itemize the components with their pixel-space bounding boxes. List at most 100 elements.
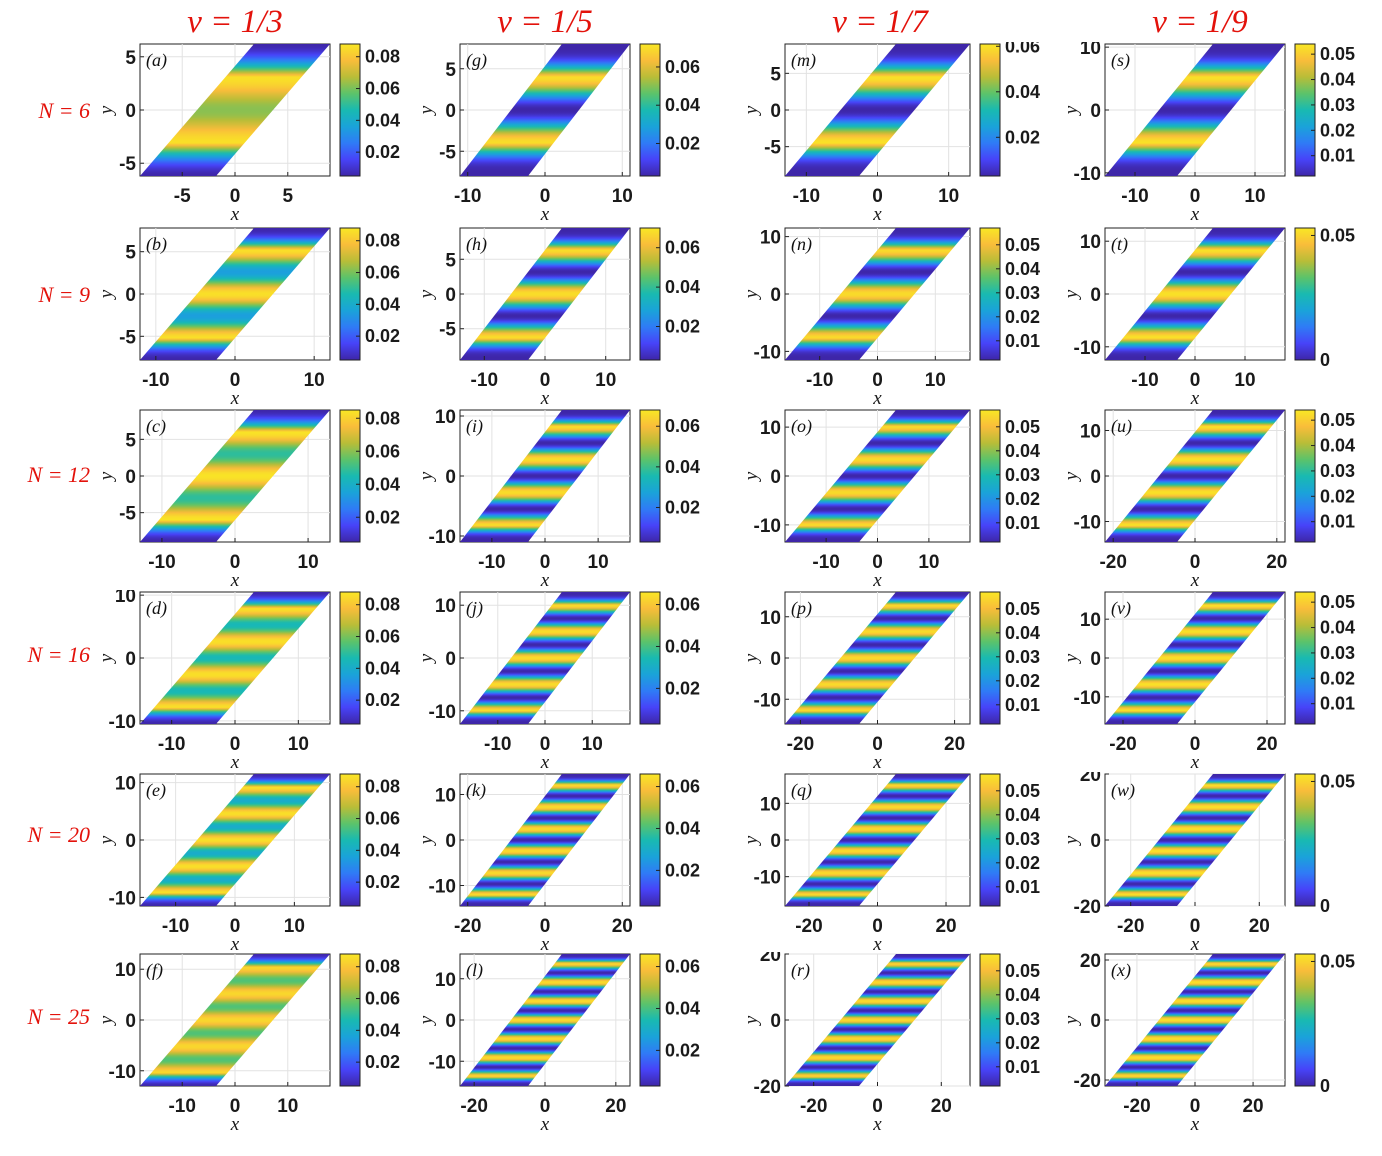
colorbar: [979, 953, 1001, 1087]
y-tick-label: 10: [1080, 232, 1101, 253]
y-tick-label: 0: [770, 285, 781, 306]
density-parallelogram: [460, 774, 630, 906]
y-axis-label: y: [96, 1015, 117, 1026]
heatmap-panel-g: -10 0 10 -5 0 5 x y (g) 0.02 0.04 0.06: [416, 43, 700, 225]
panel-letter: (q): [791, 780, 812, 801]
heatmap-panel-w: -20 0 20 -20 0 20 x y (w) 0 0.05: [1061, 772, 1355, 955]
colorbar-tick-label: 0.04: [1320, 618, 1355, 638]
x-tick-label: 20: [935, 916, 956, 937]
y-tick-label: 10: [435, 970, 456, 991]
density-parallelogram: [785, 954, 970, 1086]
heatmap-panel-l: -20 0 20 -10 0 10 x y (l) 0.02 0.04 0.06: [416, 953, 700, 1135]
panel-letter: (v): [1111, 598, 1131, 619]
x-axis-label: x: [540, 570, 550, 591]
x-tick-label: 20: [1256, 734, 1277, 755]
colorbar-tick-label: 0.08: [365, 408, 400, 428]
y-axis-label: y: [741, 289, 762, 300]
density-parallelogram: [1105, 228, 1285, 360]
y-tick-label: 0: [445, 285, 456, 306]
colorbar-tick-label: 0.04: [365, 110, 400, 130]
x-tick-label: -10: [168, 1096, 195, 1117]
colorbar-tick-label: 0.04: [665, 818, 700, 838]
panel-letter: (a): [146, 50, 167, 71]
panel-letter: (i): [466, 416, 483, 437]
y-tick-label: 20: [1080, 772, 1101, 786]
y-axis-label: y: [1061, 835, 1082, 846]
density-parallelogram: [140, 44, 330, 176]
density-parallelogram: [1105, 592, 1285, 724]
y-tick-label: 0: [770, 649, 781, 670]
y-axis-label: y: [416, 289, 437, 300]
y-tick-label: 10: [1080, 610, 1101, 631]
heatmap-panel-p: -20 0 20 -10 0 10 x y (p) 0.01 0.02 0.03 0.04 0.05: [741, 591, 1040, 773]
y-axis-label: y: [416, 835, 437, 846]
y-tick-label: -10: [1074, 513, 1101, 534]
heatmap-panel-c: -10 0 10 -5 0 5 x y (c) 0.02 0.04 0.06 0.08: [96, 408, 400, 591]
colorbar-tick-label: 0.03: [1005, 283, 1040, 303]
y-tick-label: 0: [445, 649, 456, 670]
x-tick-label: -20: [1099, 552, 1126, 573]
panel-letter: (n): [791, 234, 812, 255]
x-axis-label: x: [872, 204, 882, 225]
colorbar-tick-label: 0.04: [365, 658, 400, 678]
colorbar-tick-label: 0.02: [1005, 671, 1040, 691]
y-tick-label: 0: [770, 101, 781, 122]
figure: ν = 1/3 ν = 1/5 ν = 1/7 ν = 1/9 N = 6 N …: [27, 4, 1355, 1135]
colorbar-tick-label: 0.02: [1005, 127, 1040, 147]
heatmap-panel-v: -20 0 20 -10 0 10 x y (v) 0.01 0.02 0.03 0.04 0.05: [1061, 591, 1355, 773]
y-tick-label: -10: [429, 877, 456, 898]
y-axis-label: y: [1061, 105, 1082, 116]
x-tick-label: 10: [1234, 370, 1255, 391]
x-tick-label: -20: [460, 1096, 487, 1117]
colorbar-tick-label: 0.01: [1005, 513, 1040, 533]
y-tick-label: 0: [1090, 649, 1101, 670]
panel-letter: (k): [466, 780, 486, 801]
x-tick-label: -20: [1109, 734, 1136, 755]
density-parallelogram: [785, 774, 970, 906]
colorbar-tick-label: 0.03: [1320, 95, 1355, 115]
y-axis-label: y: [416, 105, 437, 116]
x-axis-label: x: [230, 388, 240, 409]
x-axis-label: x: [1190, 1114, 1200, 1135]
x-tick-label: 10: [304, 370, 325, 391]
x-tick-label: -20: [1117, 916, 1144, 937]
y-tick-label: 10: [760, 794, 781, 815]
density-parallelogram: [460, 228, 630, 360]
x-tick-label: -10: [158, 734, 185, 755]
y-tick-label: -10: [109, 888, 136, 909]
colorbar: [979, 43, 1001, 177]
density-parallelogram: [1105, 954, 1285, 1086]
x-tick-label: 20: [931, 1096, 952, 1117]
colorbar-tick-label: 0.03: [1005, 1009, 1040, 1029]
x-tick-label: -10: [1121, 186, 1148, 207]
row-label-n6: N = 6: [38, 98, 90, 123]
colorbar-tick-label: 0.05: [1005, 417, 1040, 437]
x-tick-label: 0: [230, 552, 241, 573]
colorbar-tick-label: 0.02: [1005, 1033, 1040, 1053]
x-tick-label: -10: [806, 370, 833, 391]
y-tick-label: 10: [115, 960, 136, 981]
colorbar-tick-label: 0.03: [1005, 829, 1040, 849]
colorbar-tick-label: 0.06: [1005, 42, 1040, 56]
colorbar-tick-label: 0.04: [1005, 985, 1040, 1005]
heatmap-panel-d: -10 0 10 -10 0 10 x y (d) 0.02 0.04 0.06 0.08: [96, 590, 400, 773]
colorbar-tick-label: 0.05: [1005, 961, 1040, 981]
y-tick-label: 0: [125, 467, 136, 488]
y-tick-label: 5: [125, 48, 136, 69]
colorbar-tick-label: 0.06: [665, 238, 700, 258]
density-parallelogram: [785, 592, 970, 724]
x-tick-label: 20: [612, 916, 633, 937]
colorbar-tick-label: 0.05: [1320, 226, 1355, 245]
colorbar-tick-label: 0.04: [365, 474, 400, 494]
y-tick-label: 10: [1080, 42, 1101, 59]
density-parallelogram: [1105, 410, 1285, 542]
row-label-n16: N = 16: [27, 642, 90, 667]
heatmap-panel-t: -10 0 10 -10 0 10 x y (t) 0 0.05: [1061, 226, 1355, 409]
y-tick-label: -10: [1074, 338, 1101, 359]
y-tick-label: -20: [1074, 897, 1101, 918]
heatmap-panel-h: -10 0 10 -5 0 5 x y (h) 0.02 0.04 0.06: [416, 227, 700, 409]
x-tick-label: 0: [540, 552, 551, 573]
y-axis-label: y: [741, 105, 762, 116]
density-parallelogram: [460, 592, 630, 724]
x-tick-label: -5: [174, 186, 191, 207]
